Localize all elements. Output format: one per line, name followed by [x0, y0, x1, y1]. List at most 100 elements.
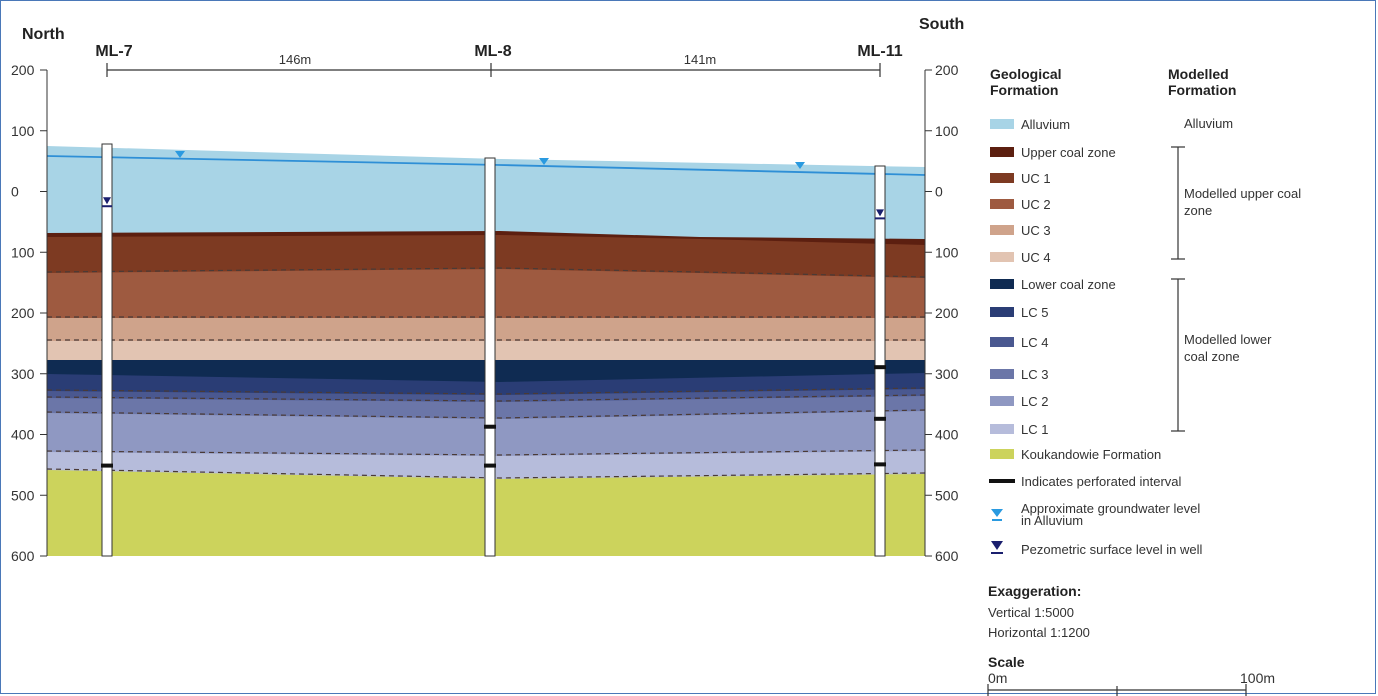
legend-swatch: [990, 119, 1014, 129]
perforated-interval: [101, 463, 113, 468]
boundary-lc4-lc3: [46, 394, 926, 402]
legend-label: LC 3: [1021, 366, 1049, 382]
legend-swatch: [990, 369, 1014, 379]
exaggeration-title: Exaggeration:: [988, 583, 1082, 599]
north-label: North: [22, 26, 65, 43]
perforated-interval: [874, 462, 886, 467]
legend-label: LC 2: [1021, 393, 1049, 409]
legend-item: Upper coal zone: [990, 143, 1116, 161]
legend-item: UC 3: [990, 221, 1051, 239]
legend-swatch: [990, 147, 1014, 157]
legend-item: UC 1: [990, 169, 1051, 187]
layer-upper-coal-zone: [47, 230, 925, 245]
left-axis-tick-label: 300: [11, 366, 35, 382]
legend-label: Alluvium: [1021, 116, 1071, 132]
legend-swatch: [990, 307, 1014, 317]
left-axis-tick-label: 500: [11, 487, 35, 503]
legend-swatch: [990, 396, 1014, 406]
perforated-interval: [874, 416, 886, 421]
legend-swatch: [990, 337, 1014, 347]
well-casing-ml-7: [101, 143, 113, 557]
legend-item-perforated: Indicates perforated interval: [990, 472, 1181, 490]
legend-item-groundwater: Approximate groundwater level in Alluviu…: [990, 500, 1211, 530]
left-axis-tick-label: 100: [11, 244, 35, 260]
legend-geological-header-text: Geological Formation: [990, 66, 1062, 98]
legend-groundwater-label: Approximate groundwater level in Alluviu…: [1021, 501, 1201, 528]
left-axis-tick-label: 0: [11, 184, 19, 200]
legend-label: Koukandowie Formation: [1021, 446, 1162, 462]
left-axis-tick-label: 600: [11, 548, 35, 564]
legend-label: LC 5: [1021, 304, 1049, 320]
boundary-lc5-lc4: [46, 387, 926, 395]
legend-swatch: [990, 173, 1014, 183]
legend-label: UC 1: [1021, 170, 1051, 186]
legend-label: UC 4: [1021, 249, 1051, 265]
groundwater-markers: [175, 151, 805, 169]
boundary-lc1-koukandowie: [46, 468, 926, 479]
right-axis-tick-label: 100: [935, 123, 959, 139]
modelled-lower-label: Modelled lower coal zone: [1184, 332, 1272, 364]
legend-label: UC 3: [1021, 222, 1051, 238]
right-axis-tick-label: 300: [935, 366, 959, 382]
legend-label: UC 2: [1021, 196, 1051, 212]
legend-item: Alluvium: [990, 115, 1070, 133]
well-casing-ml-8: [484, 157, 496, 557]
perforated-interval: [484, 463, 496, 468]
legend-label: LC 1: [1021, 421, 1049, 437]
distance-ml8-ml11: 141m: [684, 52, 717, 67]
groundwater-marker-icon: [539, 158, 549, 165]
legend-modelled-header-text: Modelled Formation: [1168, 66, 1237, 98]
legend-geological-header: Geological Formation: [990, 66, 1080, 98]
legend-item: LC 2: [990, 392, 1048, 410]
boundary-lc3-lc2: [46, 409, 926, 419]
scale-bar: [987, 684, 1247, 696]
well-name-ml8: ML-8: [474, 43, 511, 60]
right-axis-tick-label: 100: [935, 244, 959, 260]
well-casing-ml-11: [874, 165, 886, 557]
modelled-alluvium-label: Alluvium: [1184, 116, 1234, 131]
legend-label: LC 4: [1021, 334, 1049, 350]
modelled-upper-label: Modelled upper coal zone: [1184, 186, 1302, 218]
perforated-interval: [484, 424, 496, 429]
well-name-ml7: ML-7: [95, 43, 132, 60]
legend-label: Lower coal zone: [1021, 276, 1116, 292]
groundwater-marker-icon: [795, 162, 805, 169]
distance-ml7-ml8: 146m: [279, 52, 312, 67]
right-axis-tick-label: 600: [935, 548, 959, 564]
perforated-interval: [874, 365, 886, 370]
right-axis-tick-label: 200: [935, 62, 959, 78]
legend-swatch: [990, 199, 1014, 209]
scale-start-label: 0m: [988, 670, 1008, 686]
axis-ticks: 200 100 0 100 200 300 400 500 600 200 100 0 100 200 30…: [11, 62, 959, 564]
legend-perforated-label: Indicates perforated interval: [1021, 473, 1182, 489]
groundwater-marker-icon: [175, 151, 185, 158]
scale-end-label: 100m: [1240, 670, 1276, 686]
legend-item: LC 1: [990, 420, 1048, 438]
legend-pezometric-label: Pezometric surface level in well: [1021, 541, 1203, 557]
layer-boundaries: [46, 267, 926, 479]
legend-swatch: [990, 252, 1014, 262]
boundary-lc2-lc1: [46, 449, 926, 456]
legend-item: LC 5: [990, 303, 1048, 321]
perforated-interval-icon: [989, 479, 1015, 483]
pezometric-marker-icon: [103, 197, 111, 205]
legend-swatch: [990, 279, 1014, 289]
left-axis-tick-label: 400: [11, 427, 35, 443]
groundwater-level-line: [46, 155, 926, 176]
right-axis-tick-label: 0: [935, 184, 943, 200]
legend-item: UC 4: [990, 248, 1051, 266]
legend-swatch: [990, 424, 1014, 434]
wells-group: [101, 143, 886, 557]
legend-item: Koukandowie Formation: [990, 445, 1161, 463]
left-axis-tick-label: 200: [11, 305, 35, 321]
well-name-ml11: ML-11: [857, 43, 902, 60]
left-axis-tick-label: 200: [11, 62, 35, 78]
legend-item: LC 4: [990, 333, 1048, 351]
legend-label: Upper coal zone: [1021, 144, 1116, 160]
pezometric-legend-icon: [991, 541, 1003, 554]
right-axis-tick-label: 400: [935, 427, 959, 443]
legend-swatch: [990, 449, 1014, 459]
legend-item-pezometric: Pezometric surface level in well: [990, 540, 1202, 558]
legend-item: Lower coal zone: [990, 275, 1116, 293]
